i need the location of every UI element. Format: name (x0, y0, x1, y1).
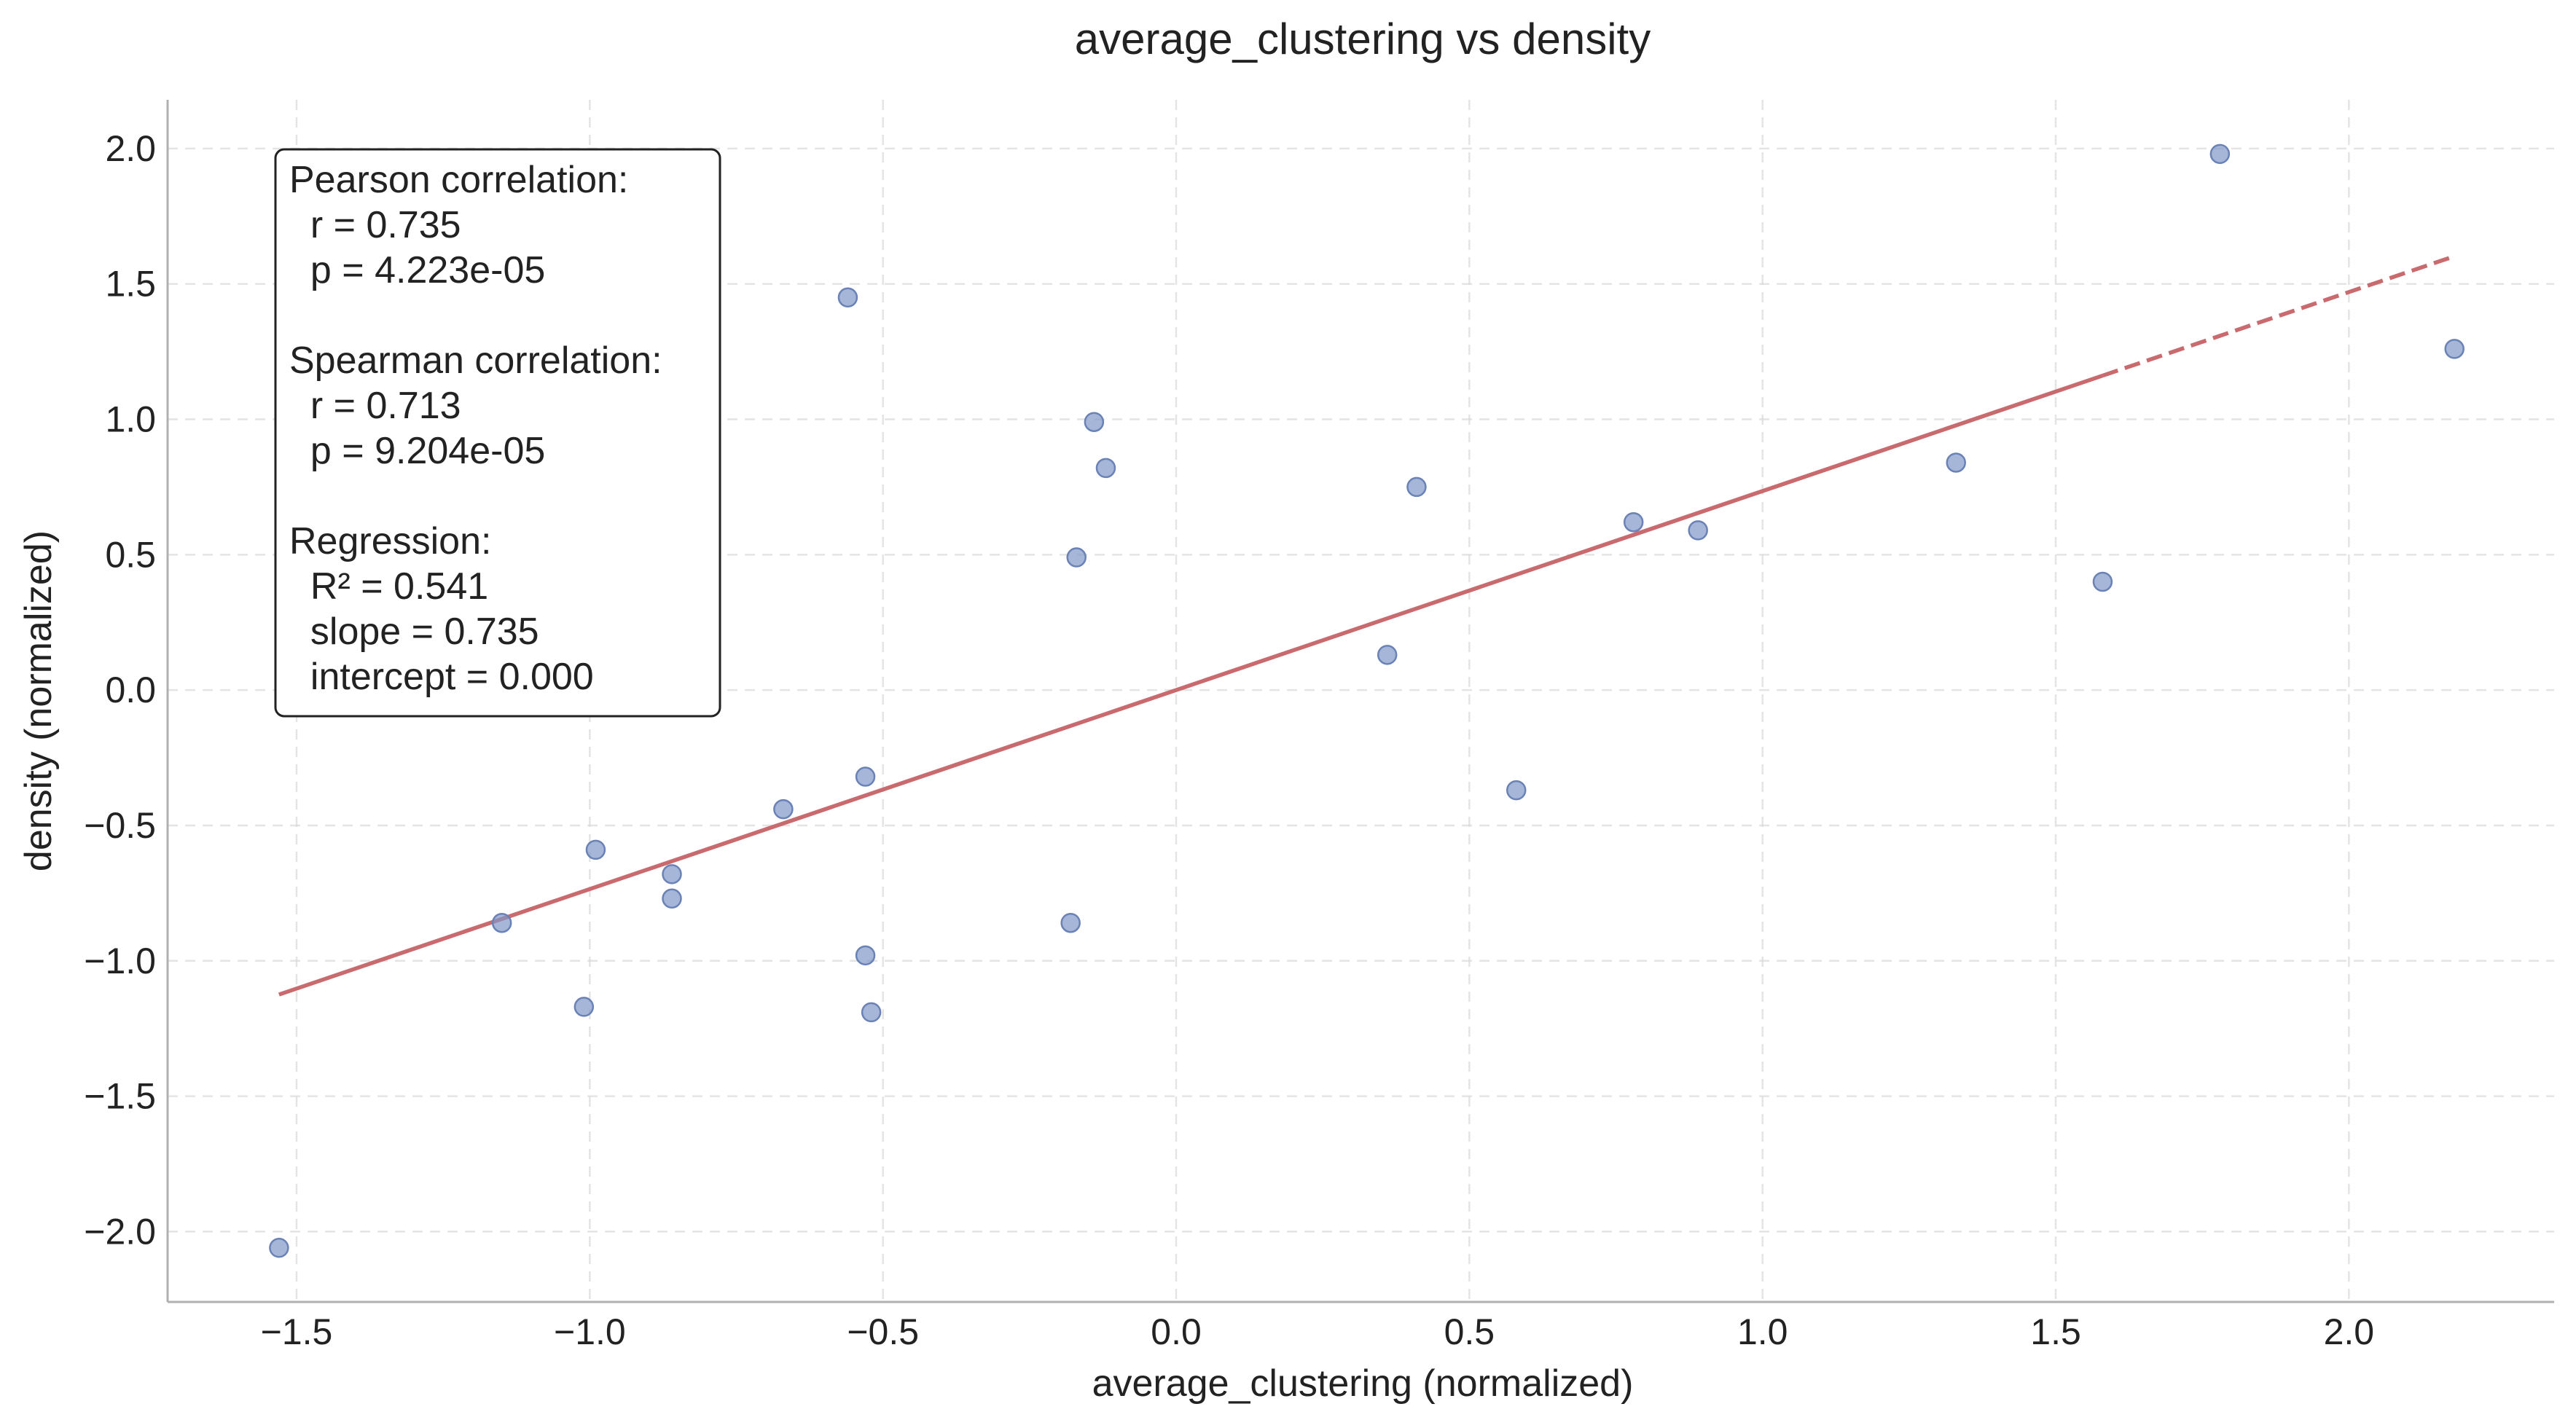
stats-line: R² = 0.541 (289, 565, 488, 608)
x-axis-label: average_clustering (normalized) (1092, 1362, 1634, 1405)
x-tick-label: 0.0 (1151, 1311, 1202, 1352)
x-tick-label: −1.0 (554, 1311, 626, 1352)
data-point (1506, 780, 1527, 801)
data-point (837, 287, 858, 308)
stats-line: Pearson correlation: (289, 159, 628, 201)
data-point (855, 945, 876, 966)
data-point (585, 839, 606, 860)
data-point (773, 799, 794, 820)
y-tick-label: 1.5 (105, 264, 156, 305)
y-tick-label: 2.0 (105, 128, 156, 169)
regression-line-solid (278, 373, 2104, 997)
x-tick-labels: −1.5 −1.0 −0.5 0.0 0.5 1.0 1.5 2.0 (261, 1311, 2374, 1352)
data-point (1060, 912, 1081, 933)
data-point (269, 1237, 289, 1258)
y-tick-label: 0.0 (105, 670, 156, 710)
data-point (662, 864, 682, 884)
regression-line-dashed (2102, 254, 2456, 378)
y-tick-label: −0.5 (84, 805, 156, 846)
data-point (861, 1002, 882, 1023)
y-tick-label: −1.0 (84, 941, 156, 981)
x-tick-label: 2.0 (2324, 1311, 2375, 1352)
stats-lines: Pearson correlation: r = 0.735 p = 4.223… (289, 159, 662, 698)
stats-line: p = 4.223e-05 (289, 249, 545, 291)
stats-box: Pearson correlation: r = 0.735 p = 4.223… (274, 148, 721, 718)
stats-line: r = 0.713 (289, 385, 461, 427)
y-tick-label: −2.0 (84, 1211, 156, 1252)
x-tick-label: 1.0 (1737, 1311, 1788, 1352)
stats-line: Regression: (289, 520, 491, 562)
data-point (573, 997, 595, 1017)
y-axis-label: density (normalized) (17, 530, 60, 871)
y-tick-labels: 2.0 1.5 1.0 0.5 0.0 −0.5 −1.0 −1.5 −2.0 (84, 128, 156, 1252)
y-tick-label: 0.5 (105, 534, 156, 575)
data-point (1406, 476, 1427, 498)
data-point (1095, 458, 1116, 479)
data-point (1623, 511, 1644, 533)
data-point (1377, 645, 1398, 665)
data-point (1066, 547, 1087, 568)
data-point (2092, 571, 2113, 592)
stats-box-frame (274, 148, 721, 718)
y-tick-label: −1.5 (84, 1076, 156, 1117)
x-tick-label: 0.5 (1444, 1311, 1495, 1352)
data-point (491, 912, 512, 933)
regression-line (278, 254, 2456, 997)
stats-line: Spearman correlation: (289, 340, 662, 382)
data-point (1688, 520, 1708, 541)
y-tick-label: 1.0 (105, 399, 156, 440)
data-point (2444, 339, 2465, 359)
data-point (662, 888, 682, 909)
x-tick-label: 1.5 (2030, 1311, 2081, 1352)
stats-line: intercept = 0.000 (289, 656, 594, 698)
x-tick-label: −0.5 (847, 1311, 919, 1352)
stats-line: slope = 0.735 (289, 611, 539, 653)
data-point (2209, 144, 2231, 165)
grid (168, 100, 2554, 1302)
stats-line: r = 0.735 (289, 204, 461, 246)
data-point (1084, 412, 1105, 432)
data-point (1946, 452, 1966, 473)
chart-title: average_clustering vs density (1075, 15, 1651, 63)
x-tick-label: −1.5 (261, 1311, 333, 1352)
stats-line: p = 9.204e-05 (289, 430, 545, 472)
data-points (269, 144, 2465, 1258)
data-point (855, 766, 876, 787)
axes (166, 100, 2554, 1303)
